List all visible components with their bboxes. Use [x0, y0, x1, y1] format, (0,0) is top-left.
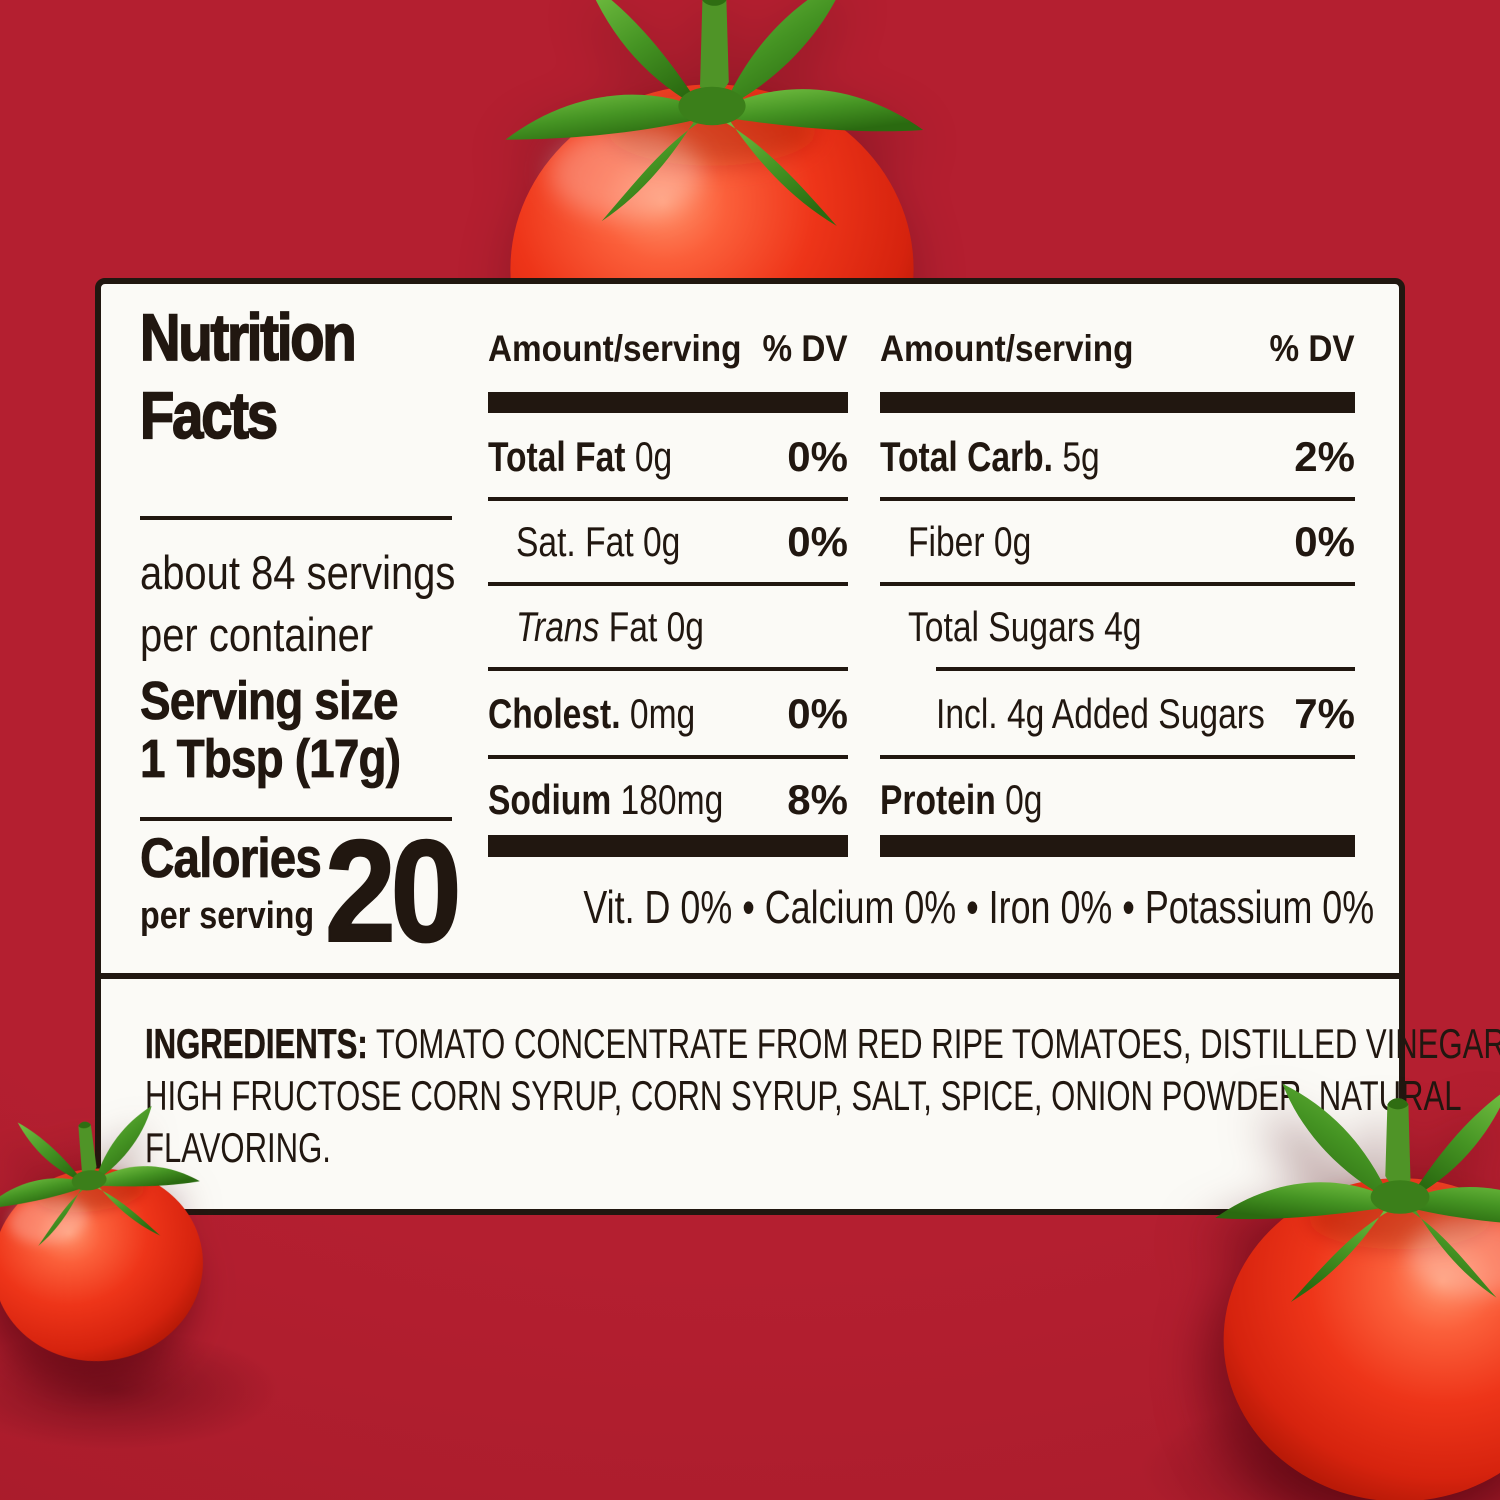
dv-value: 2%: [1294, 433, 1355, 480]
nutrient-row-added-sugars: Incl. 4g Added Sugars 7%: [880, 688, 1355, 740]
divider-rule: [880, 497, 1355, 501]
serving-size-value: 1 Tbsp (17g): [140, 729, 402, 789]
nutrient-row-sodium: Sodium 180mg 8%: [488, 774, 848, 826]
serving-size: Serving size 1 Tbsp (17g): [140, 671, 402, 789]
divider-rule: [140, 817, 452, 821]
nutrition-facts-title: Nutrition Facts: [139, 298, 357, 454]
calories-sublabel: per serving: [140, 895, 315, 937]
dv-header: % DV: [762, 328, 848, 369]
calories-value: 20: [324, 810, 462, 972]
amount-serving-header: Amount/serving: [880, 328, 1134, 369]
nutrient-row-trans-fat: Trans Fat 0g: [516, 603, 704, 650]
nutrient-row-total-fat: Total Fat 0g 0%: [488, 431, 848, 483]
tomato-image-bottom-left: [0, 1093, 233, 1380]
divider-rule: [488, 582, 848, 586]
dv-value: 0%: [787, 518, 848, 565]
column-header: Amount/serving % DV: [488, 328, 848, 370]
divider-bar: [488, 392, 848, 413]
nutrient-row-fiber: Fiber 0g 0%: [880, 516, 1355, 568]
divider-bar: [880, 392, 1355, 413]
nutrient-row-sat-fat: Sat. Fat 0g 0%: [488, 516, 848, 568]
dv-value: 0%: [787, 690, 848, 737]
column-header: Amount/serving % DV: [880, 328, 1355, 370]
amount-serving-header: Amount/serving: [488, 328, 742, 369]
servings-line2: per container: [140, 608, 374, 661]
tomato-image-bottom-right: [1190, 1071, 1500, 1500]
divider-rule: [488, 755, 848, 759]
divider-rule: [880, 755, 1355, 759]
divider-rule: [488, 497, 848, 501]
section-divider: [101, 973, 1399, 979]
nutrition-label-panel: Nutrition Facts about 84 servings per co…: [95, 278, 1500, 1215]
ingredients-line2: HIGH FRUCTOSE CORN SYRUP, CORN SYRUP, SA…: [145, 1072, 1462, 1119]
servings-per-container: about 84 servings per container: [140, 542, 455, 666]
nutrient-row-cholesterol: Cholest. 0mg 0%: [488, 688, 848, 740]
divider-rule: [488, 667, 848, 671]
label-info-column: Nutrition Facts about 84 servings per co…: [139, 284, 462, 973]
servings-line1: about 84 servings: [140, 546, 456, 599]
calories-label: Calories: [140, 826, 323, 889]
nutrient-row-protein: Protein 0g: [880, 776, 1043, 823]
dv-value: 0%: [1294, 518, 1355, 565]
title-line2: Facts: [139, 377, 279, 453]
dv-header: % DV: [1269, 328, 1355, 369]
nutrient-row-total-sugars: Total Sugars 4g: [908, 603, 1142, 650]
dv-value: 7%: [1294, 690, 1355, 737]
divider-rule: [880, 582, 1355, 586]
ingredients-label: INGREDIENTS:: [145, 1020, 368, 1068]
ingredients-section: INGREDIENTS: TOMATO CONCENTRATE FROM RED…: [101, 979, 1500, 1209]
nutrient-column-1: Amount/serving % DV Total Fat 0g 0% Sat.…: [488, 284, 848, 973]
divider-bar: [880, 835, 1355, 857]
nutrient-column-2: Amount/serving % DV Total Carb. 5g 2% Fi…: [880, 284, 1355, 973]
nutrition-facts-section: Nutrition Facts about 84 servings per co…: [101, 284, 1399, 973]
divider-rule: [936, 667, 1355, 671]
dv-value: 0%: [787, 433, 848, 480]
divider-bar: [488, 835, 848, 857]
ingredients-line3: FLAVORING.: [145, 1124, 331, 1171]
nutrient-row-total-carb: Total Carb. 5g 2%: [880, 431, 1355, 483]
serving-size-label: Serving size: [140, 671, 399, 731]
vitamins-line: Vit. D 0% • Calcium 0% • Iron 0% • Potas…: [583, 881, 1375, 933]
dv-value: 8%: [787, 776, 848, 823]
title-line1: Nutrition: [139, 299, 357, 375]
ingredients-line1: INGREDIENTS: TOMATO CONCENTRATE FROM RED…: [145, 1020, 1500, 1068]
divider-rule: [140, 516, 452, 520]
